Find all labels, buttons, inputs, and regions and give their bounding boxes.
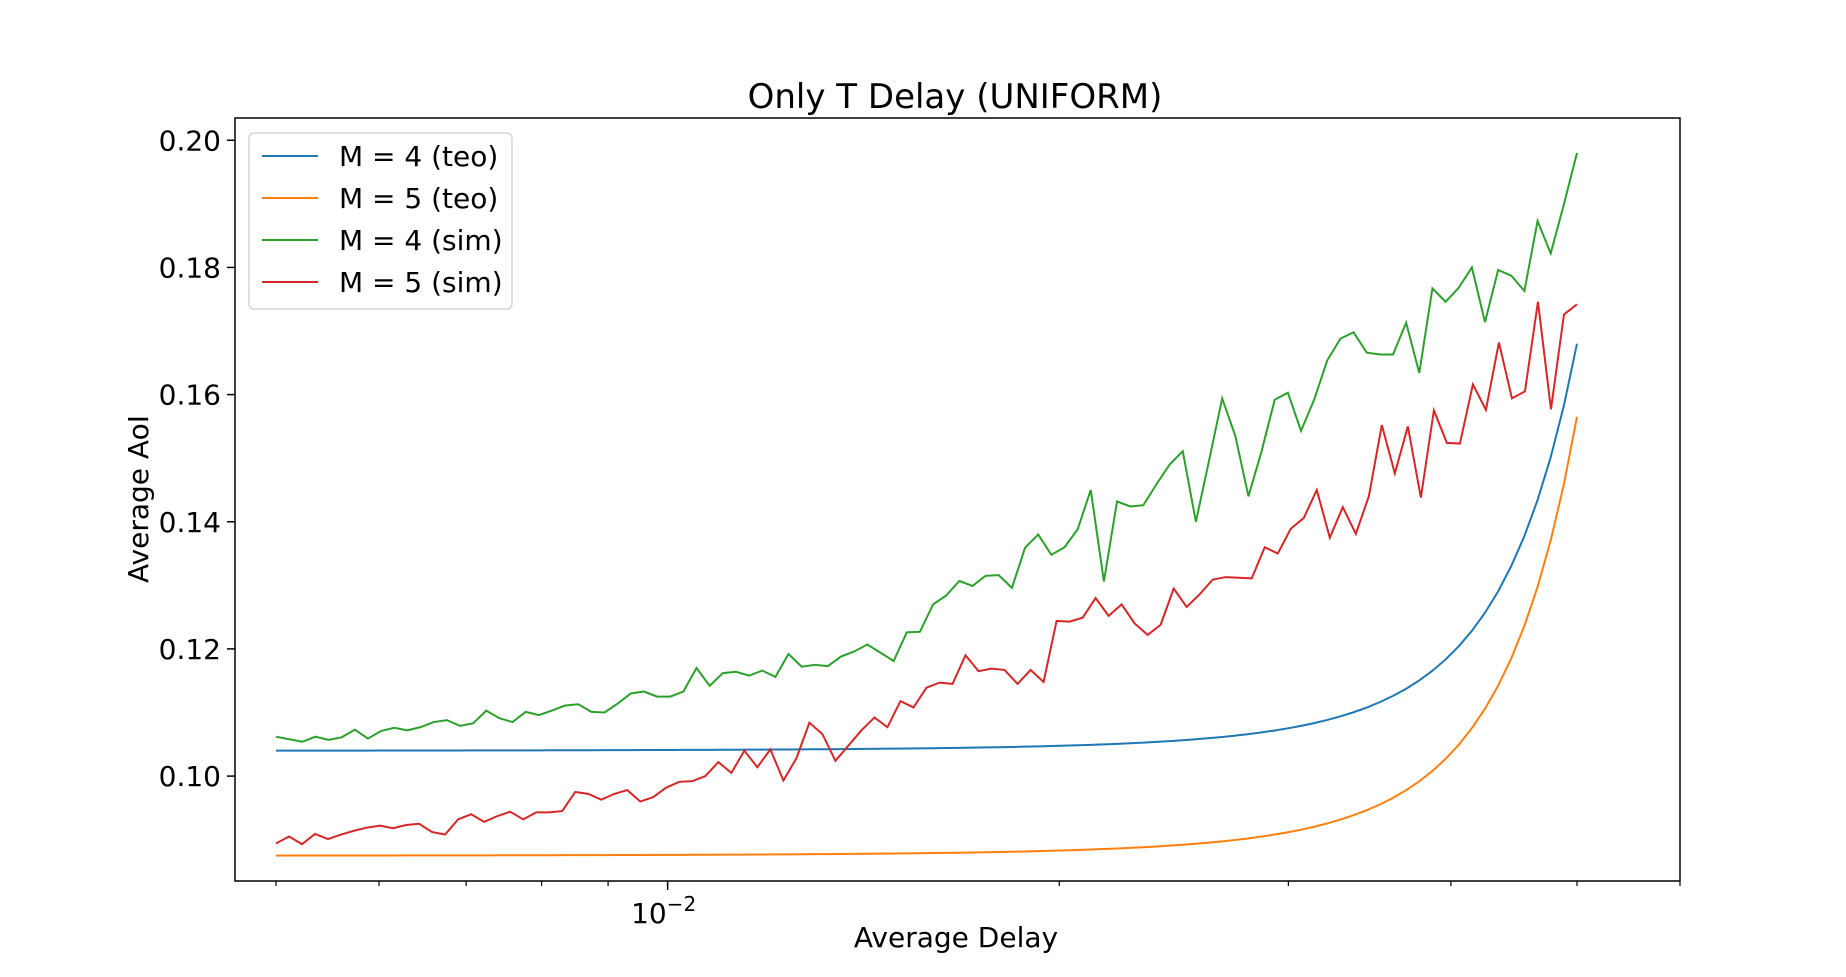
y-tick-label: 0.16 <box>159 379 221 412</box>
y-tick-label: 0.20 <box>159 124 221 157</box>
axes-frame <box>234 117 1681 882</box>
y-axis: 0.10 0.12 0.14 0.16 0.18 0.20 <box>159 124 235 793</box>
y-tick-label: 0.14 <box>159 506 221 539</box>
plot-area <box>275 152 1578 857</box>
legend-label: M = 5 (teo) <box>339 182 498 215</box>
legend-label: M = 4 (sim) <box>339 224 503 257</box>
series-line <box>275 152 1578 743</box>
y-tick-label: 0.18 <box>159 251 221 284</box>
series-line <box>275 343 1578 752</box>
y-tick-label: 0.10 <box>159 760 221 793</box>
x-axis-label: Average Delay <box>854 921 1058 954</box>
legend-box <box>248 132 513 310</box>
y-tick-label: 0.12 <box>159 633 221 666</box>
legend-label: M = 4 (teo) <box>339 140 498 173</box>
x-axis: 10−2 <box>275 881 1681 930</box>
chart-title: Only T Delay (UNIFORM) <box>748 77 1163 117</box>
x-tick-label: 10−2 <box>631 892 696 930</box>
series-line <box>275 416 1578 857</box>
y-axis-label: Average AoI <box>122 415 155 583</box>
legend: M = 4 (teo) M = 5 (teo) M = 4 (sim) M = 5 (… <box>248 132 513 310</box>
series-line <box>275 301 1578 846</box>
legend-label: M = 5 (sim) <box>339 266 503 299</box>
